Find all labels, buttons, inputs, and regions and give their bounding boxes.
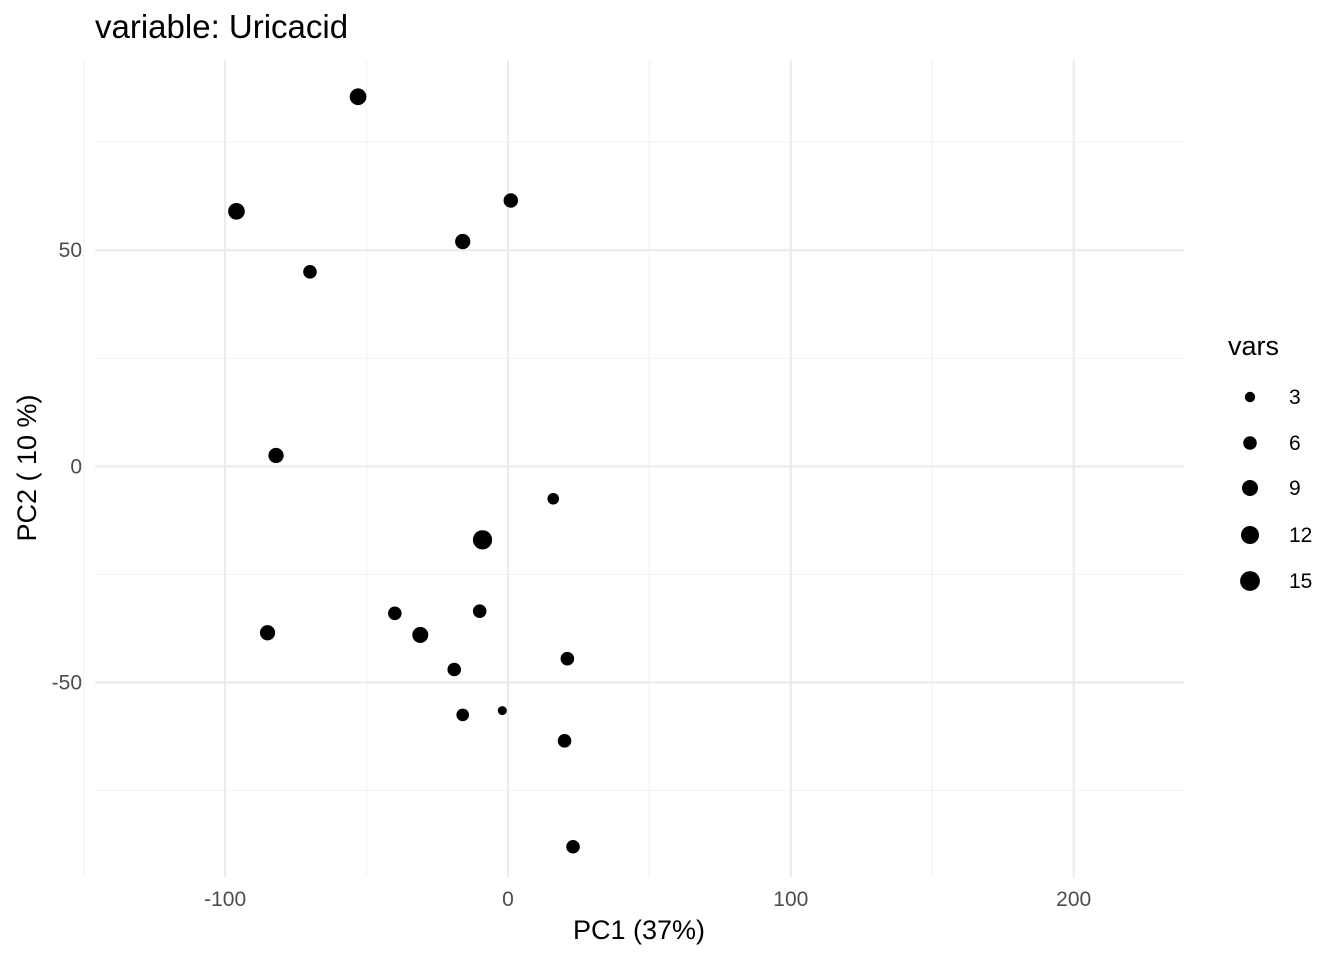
y-tick-label: -50: [52, 671, 82, 694]
legend-key-point: [1240, 525, 1260, 545]
data-point: [503, 193, 519, 208]
legend-key-point: [1240, 571, 1260, 591]
data-point: [456, 708, 470, 722]
data-point: [303, 265, 317, 279]
data-point: [560, 651, 575, 666]
x-tick-label: -100: [204, 888, 246, 911]
data-point: [557, 734, 572, 748]
legend-key-point: [1243, 436, 1257, 450]
x-axis-title: PC1 (37%): [573, 915, 705, 945]
legend-label: 3: [1289, 386, 1301, 409]
legend-key-point: [1244, 391, 1256, 403]
legend-key-point: [1242, 480, 1258, 496]
data-point: [566, 839, 580, 854]
legend-label: 6: [1289, 432, 1301, 455]
x-axis-tick-labels: -100 0 100 200: [204, 888, 1091, 911]
data-point: [497, 706, 507, 716]
x-tick-label: 200: [1056, 888, 1091, 911]
data-point: [447, 662, 462, 677]
data-point: [472, 604, 487, 618]
x-tick-label: 100: [773, 888, 808, 911]
legend-label: 12: [1289, 524, 1312, 547]
data-points: [228, 88, 580, 854]
y-tick-label: 0: [70, 455, 82, 478]
data-point: [259, 625, 276, 641]
data-point: [455, 233, 471, 250]
data-point: [472, 530, 493, 550]
data-point: [547, 492, 560, 505]
y-axis-title: PC2 ( 10 %): [12, 394, 42, 541]
minor-gridlines: [83, 60, 1184, 877]
data-point: [268, 447, 284, 464]
data-point: [349, 88, 367, 106]
chart-title: variable: Uricacid: [95, 8, 348, 45]
y-tick-label: 50: [59, 239, 82, 262]
legend-label: 15: [1289, 570, 1312, 593]
legend-label: 9: [1289, 477, 1301, 500]
legend-title: vars: [1228, 331, 1279, 361]
data-point: [412, 626, 429, 643]
y-axis-tick-labels: -50 0 50: [52, 239, 82, 694]
size-legend: vars 3 6 9 12 15: [1228, 331, 1312, 593]
x-tick-label: 0: [502, 888, 514, 911]
major-gridlines: [95, 60, 1184, 877]
data-point: [388, 606, 402, 621]
data-point: [228, 202, 245, 220]
